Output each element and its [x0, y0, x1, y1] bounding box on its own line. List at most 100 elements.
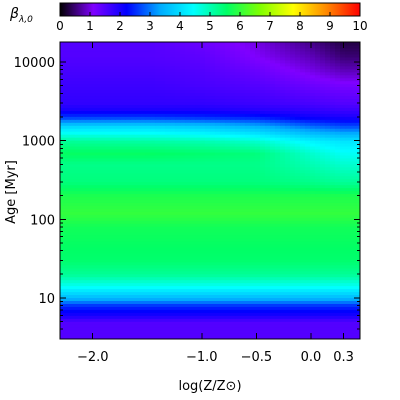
heatmap-cell: [305, 101, 311, 105]
heatmap-cell: [125, 151, 131, 156]
heatmap-cell: [65, 297, 71, 301]
heatmap-cell: [170, 160, 176, 165]
heatmap-cell: [280, 134, 286, 138]
heatmap-cell: [325, 279, 331, 284]
heatmap-cell: [355, 282, 360, 287]
heatmap-cell: [355, 243, 360, 248]
heatmap-cell: [90, 232, 96, 236]
heatmap-cell: [315, 205, 321, 209]
heatmap-cell: [230, 119, 236, 123]
heatmap-cell: [305, 318, 311, 322]
heatmap-cell: [305, 181, 311, 186]
heatmap-cell: [125, 154, 131, 159]
heatmap-cell: [335, 226, 341, 230]
heatmap-cell: [120, 172, 126, 177]
heatmap-cell: [255, 145, 261, 150]
heatmap-cell: [245, 312, 251, 316]
heatmap-cell: [190, 223, 196, 227]
heatmap-cell: [90, 208, 96, 212]
heatmap-cell: [270, 169, 276, 174]
heatmap-cell: [285, 92, 291, 97]
heatmap-cell: [145, 306, 151, 310]
heatmap-cell: [90, 148, 96, 153]
heatmap-cell: [95, 131, 101, 135]
heatmap-cell: [315, 273, 321, 278]
heatmap-cell: [270, 238, 276, 242]
heatmap-cell: [220, 175, 226, 180]
heatmap-cell: [185, 261, 191, 266]
heatmap-cell: [175, 238, 181, 242]
heatmap-cell: [65, 246, 71, 251]
heatmap-cell: [280, 217, 286, 221]
heatmap-cell: [280, 315, 286, 319]
heatmap-cell: [65, 220, 71, 224]
heatmap-cell: [130, 154, 136, 159]
heatmap-cell: [250, 178, 256, 183]
heatmap-cell: [235, 264, 241, 269]
heatmap-cell: [245, 101, 251, 105]
heatmap-cell: [195, 172, 201, 177]
heatmap-cell: [95, 154, 101, 159]
heatmap-cell: [320, 279, 326, 284]
heatmap-cell: [290, 327, 296, 331]
heatmap-cell: [205, 285, 211, 290]
heatmap-cell: [215, 214, 221, 218]
heatmap-cell: [285, 333, 291, 337]
heatmap-cell: [180, 273, 186, 278]
heatmap-cell: [275, 145, 281, 150]
heatmap-cell: [285, 122, 291, 126]
heatmap-cell: [205, 267, 211, 272]
heatmap-cell: [300, 276, 306, 281]
heatmap-cell: [320, 172, 326, 177]
heatmap-cell: [215, 140, 221, 144]
heatmap-cell: [285, 291, 291, 296]
heatmap-cell: [140, 166, 146, 171]
heatmap-cell: [350, 297, 356, 301]
heatmap-cell: [255, 303, 261, 307]
heatmap-cell: [175, 208, 181, 212]
heatmap-cell: [250, 166, 256, 171]
heatmap-cell: [330, 113, 336, 117]
heatmap-cell: [200, 321, 206, 325]
heatmap-cell: [125, 122, 131, 126]
heatmap-cell: [255, 306, 261, 310]
heatmap-cell: [130, 276, 136, 281]
heatmap-cell: [355, 279, 360, 284]
heatmap-cell: [220, 116, 226, 120]
heatmap-cell: [145, 288, 151, 293]
heatmap-cell: [105, 178, 111, 183]
heatmap-cell: [90, 92, 96, 97]
heatmap-cell: [170, 92, 176, 97]
heatmap-cell: [235, 95, 241, 100]
heatmap-cell: [120, 315, 126, 319]
heatmap-cell: [150, 309, 156, 313]
heatmap-cell: [110, 238, 116, 242]
heatmap-cell: [260, 101, 266, 105]
heatmap-cell: [285, 178, 291, 183]
heatmap-cell: [80, 240, 86, 245]
heatmap-cell: [195, 190, 201, 195]
heatmap-cell: [210, 217, 216, 221]
heatmap-cell: [130, 193, 136, 198]
heatmap-cell: [200, 285, 206, 290]
heatmap-cell: [90, 273, 96, 278]
heatmap-cell: [80, 235, 86, 239]
heatmap-cell: [305, 140, 311, 144]
heatmap-cell: [105, 172, 111, 177]
heatmap-cell: [100, 264, 106, 269]
heatmap-cell: [225, 119, 231, 123]
heatmap-cell: [220, 193, 226, 198]
heatmap-cell: [240, 122, 246, 126]
heatmap-cell: [255, 128, 261, 132]
heatmap-cell: [245, 264, 251, 269]
heatmap-cell: [220, 214, 226, 218]
heatmap-cell: [210, 276, 216, 281]
heatmap-cell: [130, 119, 136, 123]
heatmap-cell: [110, 178, 116, 183]
heatmap-cell: [220, 172, 226, 177]
heatmap-cell: [215, 333, 221, 337]
heatmap-cell: [310, 125, 316, 129]
heatmap-cell: [255, 243, 261, 248]
heatmap-cell: [330, 312, 336, 316]
heatmap-cell: [320, 223, 326, 227]
